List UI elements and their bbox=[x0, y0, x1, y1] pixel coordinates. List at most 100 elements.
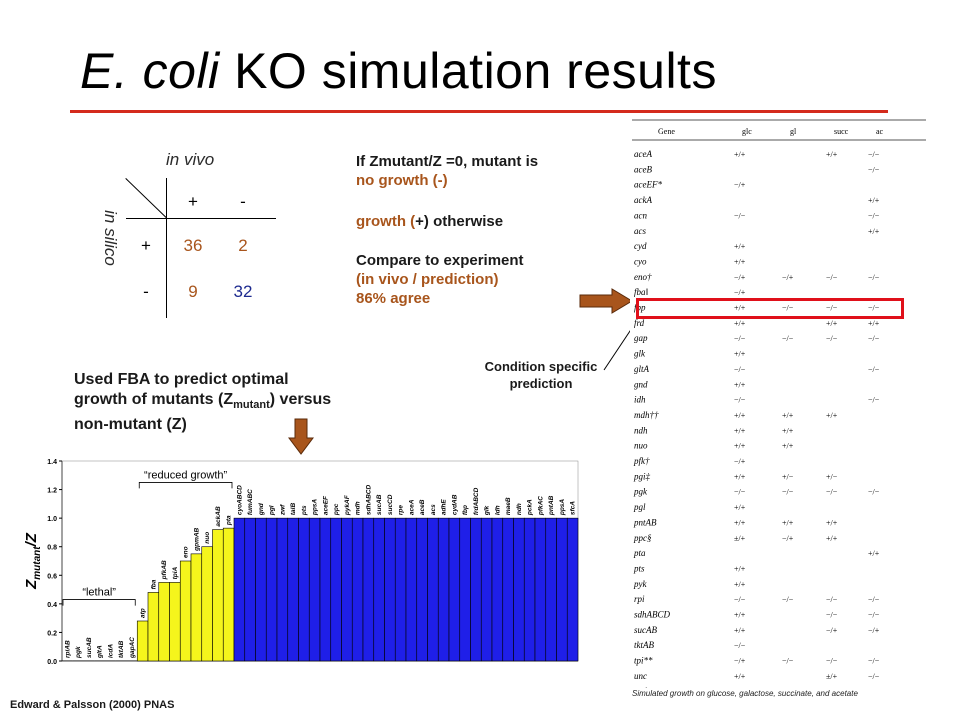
table-cell-17-1: +/+ bbox=[782, 411, 794, 420]
condition-line-2: prediction bbox=[509, 376, 573, 391]
chart-category-label-gpmAB: gpmAB bbox=[193, 527, 200, 551]
chart-category-label-ppsA: ppsA bbox=[559, 499, 566, 517]
chart-bar-rpe bbox=[394, 517, 407, 662]
chart-bar-eno bbox=[179, 560, 192, 662]
chart-bar-adhE bbox=[437, 517, 450, 662]
matrix-col-label-minus: - bbox=[240, 192, 246, 211]
table-gene-25: ppc§ bbox=[633, 533, 652, 543]
table-cell-17-2: +/+ bbox=[826, 411, 838, 420]
table-gene-33: tpi** bbox=[634, 656, 653, 666]
table-cell-1-3: −/− bbox=[868, 165, 880, 174]
table-cell-34-2: ±/+ bbox=[826, 672, 838, 681]
chart-bar-fumABC bbox=[244, 517, 256, 662]
rule-line-3b: + bbox=[415, 213, 424, 230]
table-gene-8: eno† bbox=[634, 272, 652, 282]
table-gene-15: gnd bbox=[634, 379, 648, 389]
chart-lethal-annotation: “lethal” bbox=[82, 587, 116, 599]
table-cell-33-0: −/+ bbox=[734, 657, 746, 666]
chart-category-label-pntAB: pntAB bbox=[548, 495, 555, 516]
chart-bar-cydAB bbox=[448, 517, 461, 662]
chart-category-label-glk: glk bbox=[484, 505, 491, 516]
fba-description: Used FBA to predict optimal growth of mu… bbox=[74, 370, 331, 435]
table-cell-12-3: −/− bbox=[868, 334, 880, 343]
chart-y-tick-label: 0.4 bbox=[47, 602, 57, 609]
table-cell-8-2: −/− bbox=[826, 273, 838, 282]
matrix-cell-fn: 9 bbox=[188, 282, 198, 301]
table-header-gl: gl bbox=[790, 127, 797, 136]
chart-bar-ldh bbox=[491, 517, 504, 662]
compare-line-3: 86% agree bbox=[356, 290, 431, 307]
down-arrow-icon bbox=[288, 418, 314, 455]
table-gene-11: frd bbox=[634, 318, 645, 328]
chart-category-label-ackAB: ackAB bbox=[215, 506, 222, 527]
title-italic: E. coli bbox=[80, 43, 220, 99]
matrix-cell-fp: 2 bbox=[238, 236, 248, 255]
chart-bar-aceA bbox=[405, 517, 418, 662]
gene-table: Gene glc gl succ ac aceA +/+ +/+ −/− aceB −/− aceEF… bbox=[630, 116, 930, 703]
chart-category-label-nuo: nuo bbox=[204, 532, 211, 544]
chart-category-label-icdA: icdA bbox=[107, 644, 114, 658]
chart-bar-frdABCD bbox=[470, 517, 482, 662]
chart-category-label-zwf: zwf bbox=[279, 504, 286, 516]
chart-bar-talB bbox=[287, 517, 299, 662]
table-cell-18-0: +/+ bbox=[734, 426, 746, 435]
table-gene-13: glk bbox=[634, 349, 646, 359]
chart-category-label-acs: acs bbox=[430, 504, 437, 515]
chart-category-label-sfcA: sfcA bbox=[570, 501, 577, 515]
gene-table-caption: Simulated growth on glucose, galactose, … bbox=[632, 689, 858, 698]
right-arrow-icon bbox=[579, 288, 633, 314]
chart-bar-sdhABCD bbox=[362, 517, 375, 662]
matrix-cell-tp: 36 bbox=[183, 236, 203, 255]
chart-category-label-talB: talB bbox=[290, 503, 297, 516]
chart-bar-ppc bbox=[330, 517, 342, 662]
chart-category-label-fba: fba bbox=[150, 579, 157, 589]
rule-line-3: growth (+) otherwise bbox=[356, 212, 538, 231]
table-cell-12-1: −/− bbox=[782, 334, 794, 343]
table-header-glc: glc bbox=[742, 127, 752, 136]
chart-category-label-pta: pta bbox=[226, 515, 233, 526]
chart-category-label-pckA: pckA bbox=[527, 499, 534, 516]
table-gene-7: cyo bbox=[634, 256, 647, 266]
table-gene-32: tktAB bbox=[634, 640, 654, 650]
chart-category-label-sucCD: sucCD bbox=[387, 494, 394, 515]
table-cell-4-0: −/− bbox=[734, 211, 746, 220]
chart-category-label-ldh: ldh bbox=[494, 505, 501, 515]
chart-category-label-sucAB: sucAB bbox=[376, 494, 383, 515]
chart-bar-ackAB bbox=[212, 529, 224, 662]
table-cell-33-3: −/− bbox=[868, 657, 880, 666]
table-cell-10-3: −/− bbox=[868, 304, 880, 313]
chart-bar-sucCD bbox=[384, 517, 396, 662]
table-cell-25-1: −/+ bbox=[782, 534, 794, 543]
table-gene-23: pgl bbox=[633, 502, 646, 512]
chart-y-tick-label: 0.6 bbox=[47, 573, 57, 580]
table-gene-12: gap bbox=[634, 333, 648, 343]
chart-bar-nuo bbox=[201, 546, 213, 662]
chart-bar-pckA bbox=[523, 517, 536, 662]
table-cell-2-0: −/+ bbox=[734, 181, 746, 190]
chart-bar-pfkAB bbox=[158, 582, 170, 662]
table-cell-22-3: −/− bbox=[868, 488, 880, 497]
table-cell-25-2: +/+ bbox=[826, 534, 838, 543]
table-gene-31: sucAB bbox=[634, 625, 657, 635]
table-cell-25-0: ±/+ bbox=[734, 534, 746, 543]
table-gene-10: fbp bbox=[634, 303, 646, 313]
slide-title: E. coli KO simulation results bbox=[80, 42, 717, 100]
chart-bar-sucAB bbox=[373, 517, 385, 662]
chart-category-label-aceB: aceB bbox=[419, 499, 426, 515]
chart-category-label-fumABC: fumABC bbox=[247, 489, 254, 515]
chart-bar-mdh bbox=[351, 517, 364, 662]
table-cell-34-0: +/+ bbox=[734, 672, 746, 681]
chart-category-label-pts: pts bbox=[301, 505, 308, 516]
chart-bar-gnd bbox=[255, 517, 267, 662]
table-gene-27: pts bbox=[633, 563, 645, 573]
zmutant-bar-chart: Zmutant/Z 0.0 0.2 0.4 0.6 0.8 1.0 1.2 1.4 rpiAB pg… bbox=[22, 455, 582, 670]
matrix-row-label-plus: + bbox=[141, 236, 151, 255]
chart-category-label-eno: eno bbox=[183, 546, 190, 558]
rule-line-1: If Zmutant/Z =0, mutant is bbox=[356, 153, 539, 170]
table-cell-24-2: +/+ bbox=[826, 518, 838, 527]
compare-line-2: (in vivo / prediction) bbox=[356, 271, 499, 288]
chart-bar-ppsA bbox=[308, 517, 321, 662]
chart-category-label-gltA: gltA bbox=[97, 645, 104, 659]
table-cell-0-0: +/+ bbox=[734, 150, 746, 159]
chart-category-label-pgl: pgl bbox=[269, 505, 276, 516]
